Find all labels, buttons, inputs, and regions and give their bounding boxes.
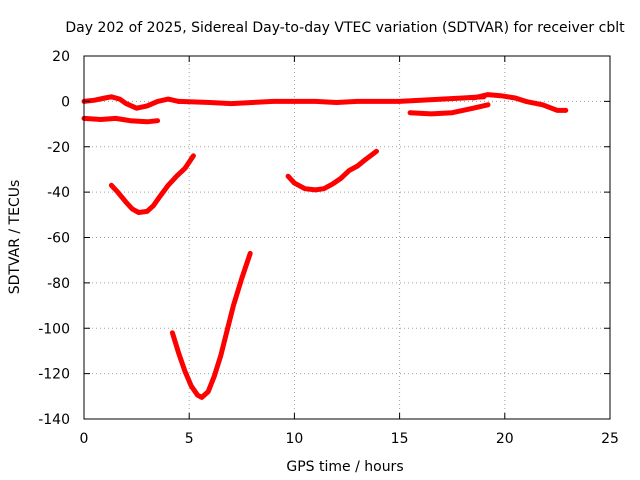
series-line-8 xyxy=(169,250,253,400)
x-tick-label: 0 xyxy=(80,431,89,447)
x-tick-label: 10 xyxy=(285,431,303,447)
series-line-7 xyxy=(285,148,379,193)
series-layer xyxy=(81,92,569,400)
y-axis-label: SDTVAR / TECUs xyxy=(7,180,23,295)
series-line-6 xyxy=(108,153,196,215)
x-tick-label: 5 xyxy=(185,431,194,447)
y-tick-label: -20 xyxy=(47,140,70,156)
series-line-5 xyxy=(470,92,569,113)
y-tick-label: -40 xyxy=(47,185,70,201)
plot-frame xyxy=(83,55,611,420)
x-tick-label: 20 xyxy=(496,431,514,447)
x-tick-label: 25 xyxy=(601,431,619,447)
series-line-1 xyxy=(81,94,182,111)
x-tick-label: 15 xyxy=(391,431,409,447)
y-axis-ticks: 20 0 -20 -40 -60 -80 -100 -120 -140 xyxy=(38,49,610,428)
y-tick-label: -60 xyxy=(47,231,70,247)
y-tick-label: -100 xyxy=(38,321,70,337)
chart-title: Day 202 of 2025, Sidereal Day-to-day VTE… xyxy=(65,20,625,36)
y-tick-label: -120 xyxy=(38,367,70,383)
y-tick-label: 20 xyxy=(52,49,70,65)
grid xyxy=(84,56,610,419)
x-axis-ticks: 0 5 10 15 20 25 xyxy=(80,56,619,447)
y-tick-label: -140 xyxy=(38,412,70,428)
x-axis-label: GPS time / hours xyxy=(286,459,403,475)
series-line-4 xyxy=(407,102,491,117)
y-tick-label: -80 xyxy=(47,276,70,292)
y-tick-label: 0 xyxy=(61,94,70,110)
series-line-2 xyxy=(81,115,161,125)
series-line-3 xyxy=(176,94,487,107)
